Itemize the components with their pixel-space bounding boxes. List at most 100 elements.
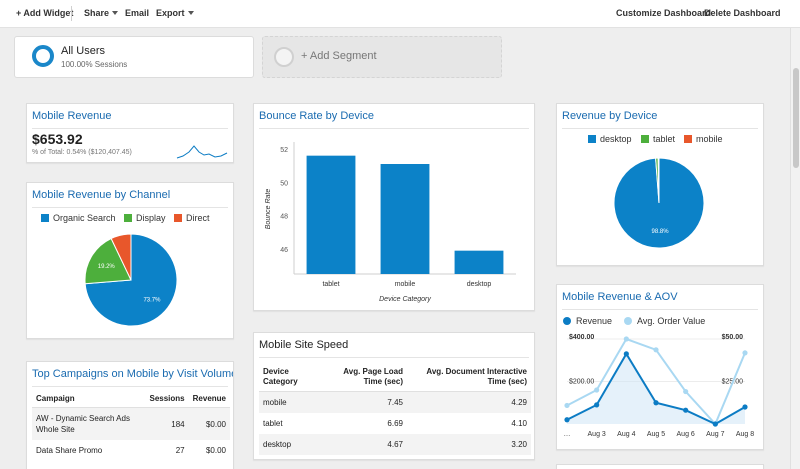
series-point [594,387,600,393]
cell-device: desktop [259,433,325,455]
device-pie-chart: 98.8% [613,157,705,249]
legend-item: Display [124,213,166,223]
segment-all-users[interactable]: All Users 100.00% Sessions [14,36,254,78]
widget-divider [562,309,758,310]
x-tick-label: desktop [467,281,492,288]
y-tick-label: 46 [280,247,288,254]
widget-mobile-site-speed: Mobile Site Speed Device Category Avg. P… [253,332,535,460]
widget-top-campaigns: Top Campaigns on Mobile by Visit Volume … [26,361,234,469]
series-point [623,351,629,357]
legend-label: Display [136,213,166,223]
widget-title[interactable]: Mobile Site Speed [259,339,349,351]
cell-page-load: 4.67 [325,433,407,455]
site-speed-table: Device Category Avg. Page Load Time (sec… [259,363,531,455]
scrollbar-thumb[interactable] [793,68,799,168]
y-tick-label: 50 [280,180,288,187]
legend-label: Organic Search [53,213,116,223]
table-row: desktop 4.67 3.20 [259,433,531,455]
col-header-page-load[interactable]: Avg. Page Load Time (sec) [325,363,407,392]
cell-device: mobile [259,391,325,413]
cell-sessions: 184 [145,407,189,440]
widget-title[interactable]: Mobile Revenue & AOV [562,291,678,303]
dashboard-toolbar: + Add Widget Share Email Export Customiz… [0,0,800,28]
widget-title[interactable]: Mobile Revenue [32,110,112,122]
metric-percent-of-total: % of Total: 0.54% ($120,407.45) [32,149,132,156]
share-menu[interactable]: Share [84,8,119,18]
y-left-tick-label: $200.00 [569,379,594,386]
table-header-row: Device Category Avg. Page Load Time (sec… [259,363,531,392]
add-segment-button[interactable]: + Add Segment [262,36,502,78]
x-tick-label: Aug 4 [617,431,635,438]
y-tick-label: 52 [280,147,288,154]
page-scrollbar[interactable] [790,28,800,469]
col-header-campaign[interactable]: Campaign [32,390,146,408]
widget-title[interactable]: Revenue by Device [562,110,658,122]
widget-revenue-by-device: Revenue by Device desktop tablet mobile … [556,103,764,266]
bar-tablet [306,155,356,274]
cell-doc-interactive: 3.20 [407,433,531,455]
sparkline-line [176,145,228,159]
widget-divider [32,128,228,129]
bar-mobile [380,164,430,274]
table-row: tablet 6.69 4.10 [259,413,531,434]
legend-label: Direct [186,213,210,223]
series-point [653,400,659,406]
widget-title[interactable]: Top Campaigns on Mobile by Visit Volume [32,368,234,380]
delete-dashboard-button[interactable]: Delete Dashboard [704,8,781,18]
legend-swatch [684,135,692,143]
widget-divider [32,207,228,208]
col-header-device[interactable]: Device Category [259,363,325,392]
y-right-tick-label: $50.00 [722,334,744,341]
col-header-revenue[interactable]: Revenue [188,390,230,408]
legend-item: desktop [588,134,632,144]
y-tick-label: 48 [280,214,288,221]
legend-label: tablet [653,134,676,144]
x-tick-label: tablet [322,281,339,288]
toolbar-divider [71,6,72,21]
campaigns-table: Campaign Sessions Revenue AW - Dynamic S… [32,390,230,461]
legend-item: Direct [174,213,210,223]
legend-dot [563,317,571,325]
y-left-tick-label: $400.00 [569,334,594,341]
add-segment-ring-icon [274,47,294,67]
bounce-rate-bar-chart: 46 48 50 52 tablet mobile desktop Device Catego… [265,142,516,303]
series-point [594,402,600,408]
widget-mobile-revenue-by-channel: Mobile Revenue by Channel Organic Search… [26,182,234,339]
table-row: mobile 7.45 4.29 [259,391,531,413]
col-header-sessions[interactable]: Sessions [145,390,189,408]
x-tick-label: mobile [395,281,416,288]
pie-slice-label: 19.2% [98,264,116,270]
widget-mobile-revenue: Mobile Revenue $653.92 % of Total: 0.54%… [26,103,234,163]
series-area-revenue [567,353,745,424]
widget-title[interactable]: Bounce Rate by Device [259,110,374,122]
chevron-down-icon [112,11,119,15]
bar-desktop [454,250,504,274]
pie-slice-display [84,237,132,285]
email-button[interactable]: Email [125,8,150,18]
legend-label: desktop [600,134,632,144]
series-point [653,347,659,353]
metric-value: $653.92 [32,131,83,147]
pie-slice-label: 98.8% [652,229,670,235]
x-tick-label: Aug 6 [677,431,695,438]
widget-title[interactable]: Mobile Revenue by Channel [32,189,171,201]
export-menu[interactable]: Export [156,8,194,18]
segment-subtitle: 100.00% Sessions [61,60,128,69]
cell-page-load: 7.45 [325,391,407,413]
table-row: Data Share Promo 27 $0.00 [32,440,230,461]
customize-dashboard-button[interactable]: Customize Dashboard [616,8,712,18]
series-point [712,421,718,427]
legend-item: Avg. Order Value [624,316,705,326]
add-widget-button[interactable]: + Add Widget [16,8,74,18]
chevron-down-icon [187,11,194,15]
export-label: Export [156,8,185,18]
widget-mobile-revenue-aov: Mobile Revenue & AOV Revenue Avg. Order … [556,284,764,450]
y-axis-title: Bounce Rate [265,189,272,230]
pie-slice-direct [110,233,132,281]
revenue-aov-line-chart: $400.00$200.00$50.00$25.00… Aug 3 Aug 4 Aug… [564,334,755,438]
series-point [742,404,748,410]
legend-item: mobile [684,134,723,144]
col-header-doc-interactive[interactable]: Avg. Document Interactive Time (sec) [407,363,531,392]
widget-partial [556,464,764,469]
segment-title: All Users [61,45,106,57]
